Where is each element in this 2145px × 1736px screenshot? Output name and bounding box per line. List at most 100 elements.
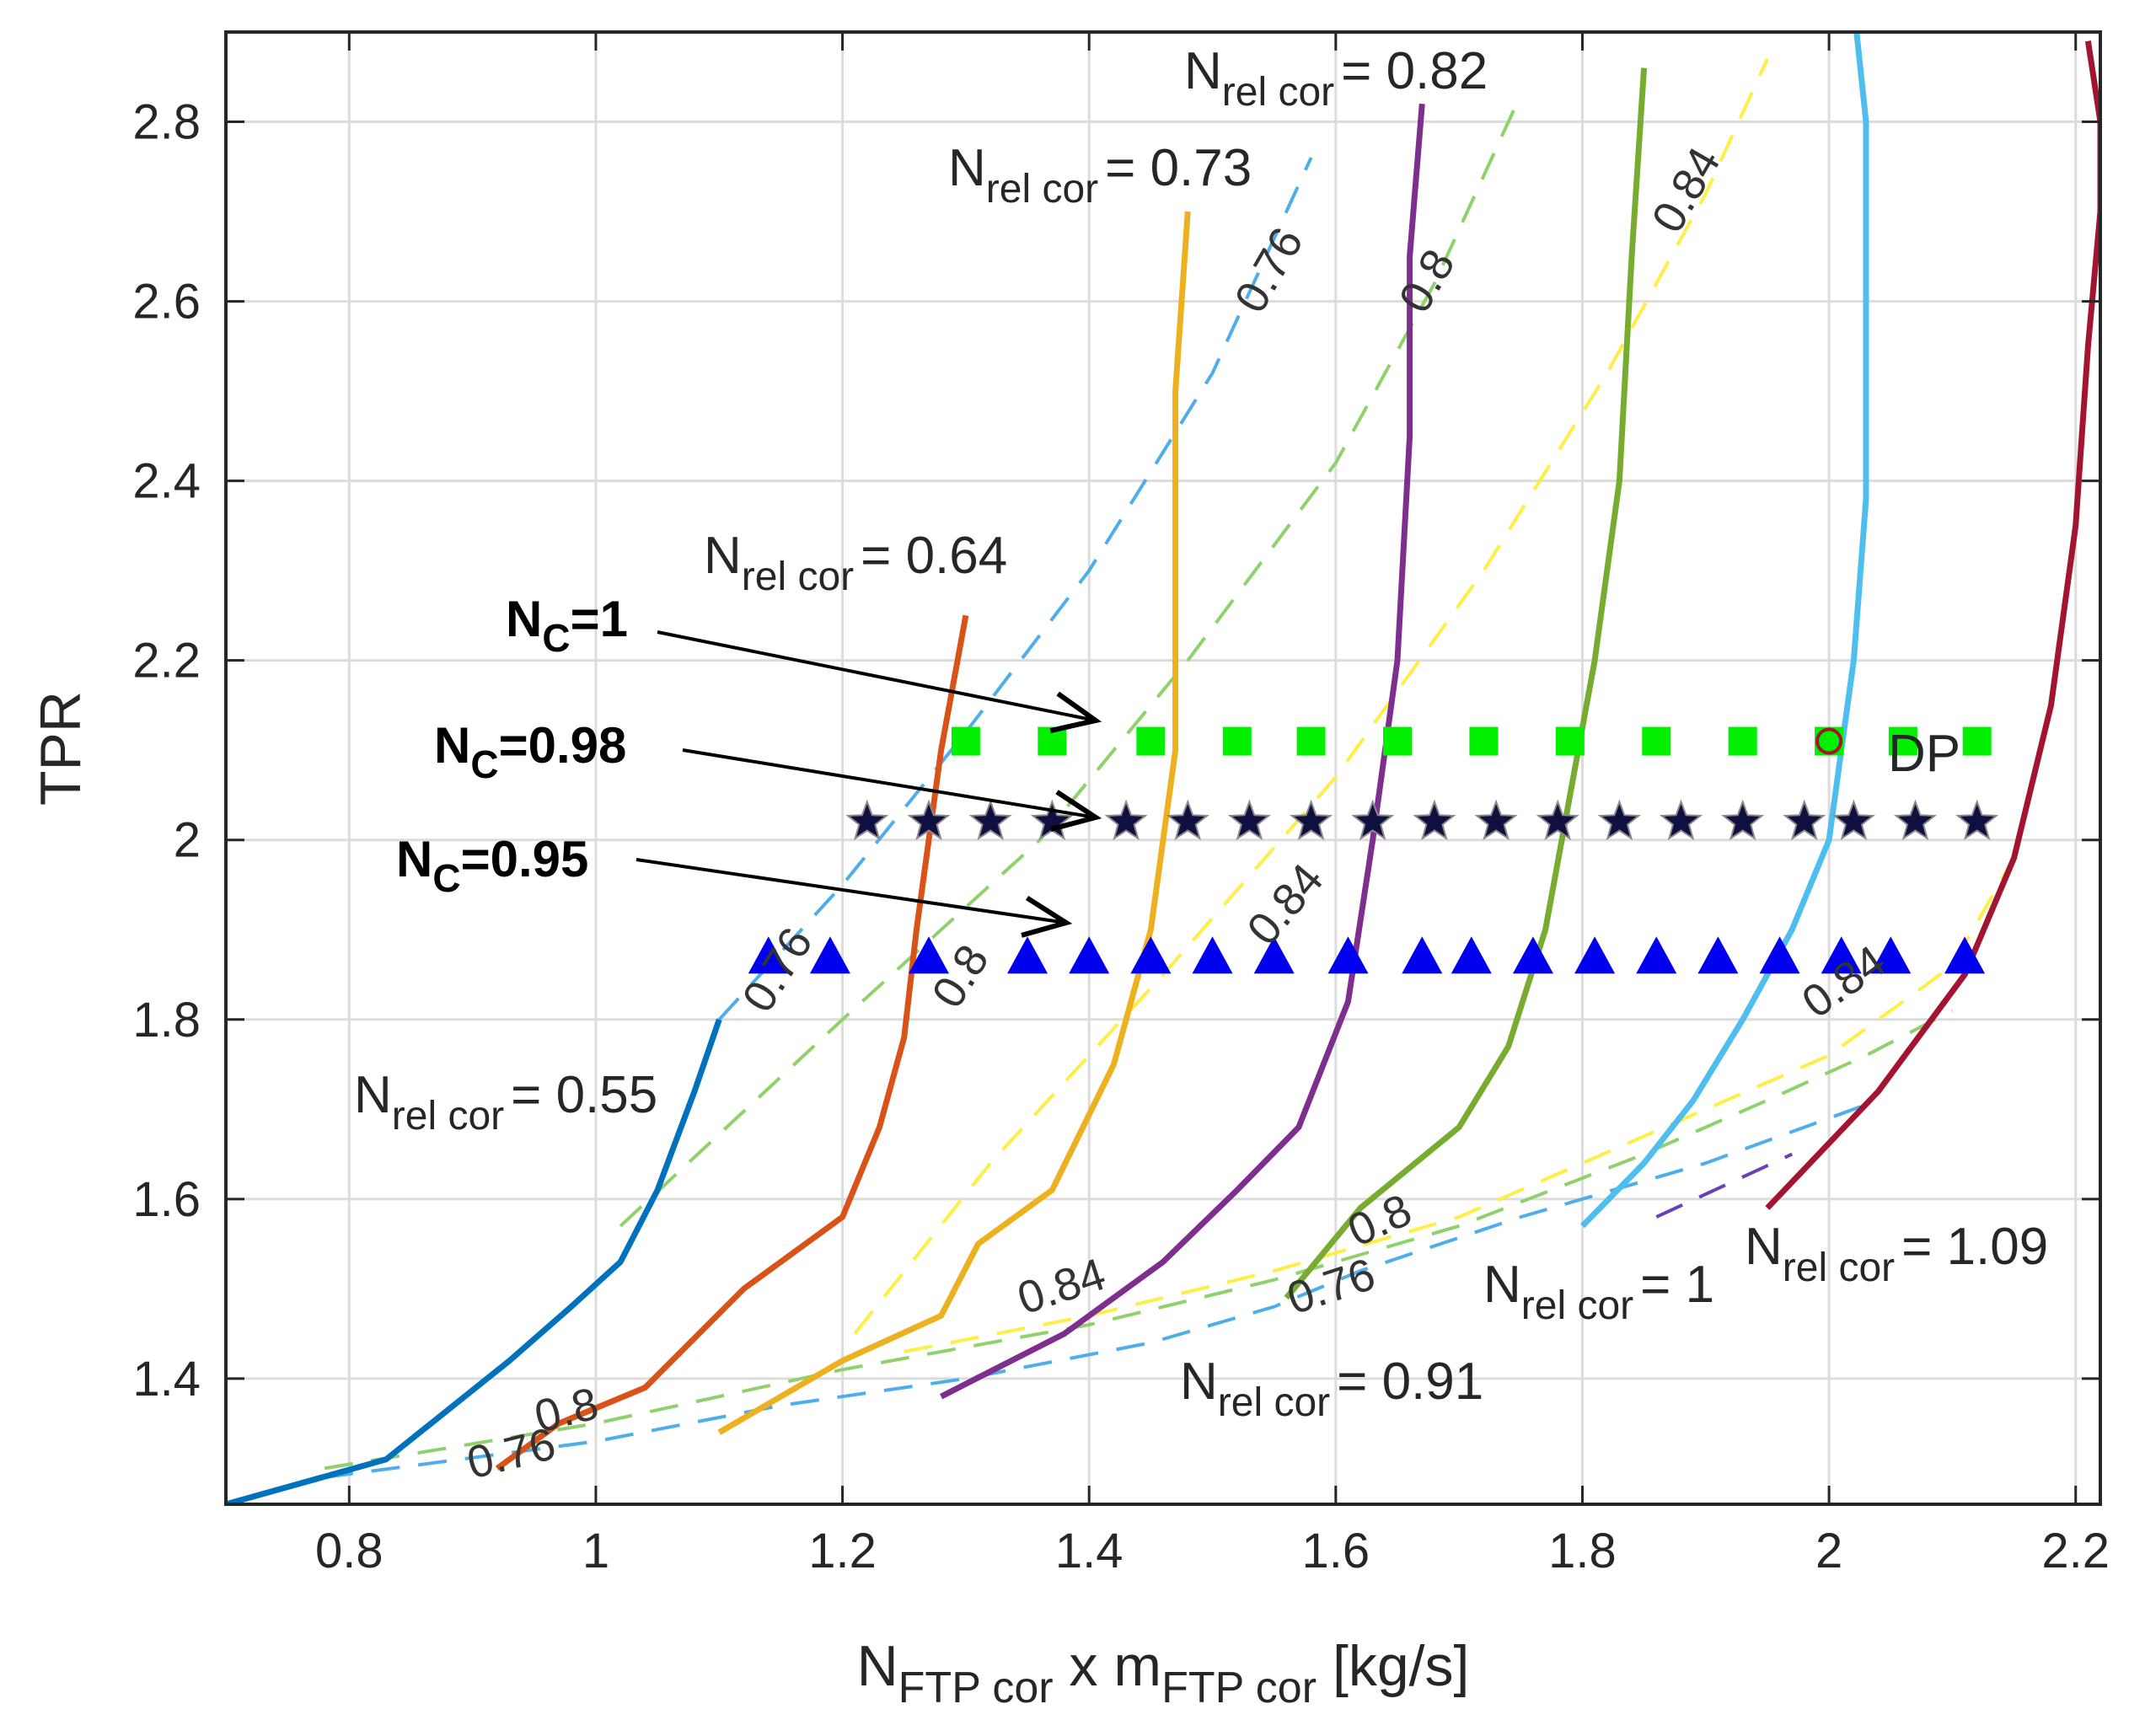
op-marker-star	[1351, 799, 1395, 841]
speed-label-1.09: Nrel cor = 1.09	[1745, 1218, 2048, 1290]
op-marker-star	[845, 799, 889, 841]
y-tick-label: 1.4	[132, 1352, 201, 1406]
efficiency-contour	[904, 857, 2016, 1353]
speed-label-0.64: Nrel cor = 0.64	[704, 527, 1007, 599]
speed-label-0.73: Nrel cor = 0.73	[948, 139, 1252, 212]
y-tick-label: 2.8	[132, 95, 201, 150]
efficiency-contour	[717, 157, 1313, 1021]
op-marker-triangle	[1512, 936, 1553, 974]
op-marker-star	[1893, 799, 1938, 841]
efficiency-contour	[324, 1098, 1880, 1479]
op-marker-square	[1728, 726, 1757, 756]
x-tick-label: 2.2	[2041, 1524, 2110, 1578]
contour-label: 0.76	[1225, 219, 1313, 321]
op-marker-star	[1290, 799, 1333, 841]
efficiency-contour	[853, 58, 1769, 1335]
efficiency-contour	[324, 1009, 1954, 1471]
op-marker-star	[968, 799, 1012, 841]
speed-line	[1765, 40, 2100, 1210]
y-tick-label: 1.8	[132, 993, 201, 1047]
op-marker-star	[1413, 799, 1456, 841]
contour-label: 0.76	[732, 919, 823, 1021]
grid-lines	[226, 32, 2100, 1504]
x-tick-label: 1.2	[808, 1524, 877, 1578]
speed-line	[1284, 67, 1648, 1300]
design-point-marker	[1815, 727, 1843, 755]
op-marker-triangle	[1451, 936, 1492, 974]
operating-line-markers	[748, 726, 1999, 974]
op-marker-triangle	[1574, 936, 1616, 974]
op-marker-triangle	[809, 936, 850, 974]
op-marker-triangle	[1007, 936, 1048, 974]
x-tick-label: 2	[1815, 1524, 1842, 1578]
contour-label: 0.76	[1281, 1249, 1381, 1325]
op-marker-star	[1104, 799, 1148, 841]
op-marker-star	[1721, 799, 1765, 841]
y-tick-label: 2.4	[132, 454, 201, 509]
op-marker-square	[1136, 726, 1166, 756]
op-marker-square	[1642, 726, 1671, 756]
op-marker-square	[1222, 726, 1252, 756]
op-marker-triangle	[1944, 936, 1986, 974]
annotation-arrow-head	[1021, 895, 1073, 938]
operating-line-arrows	[635, 630, 1102, 938]
op-marker-star	[1166, 799, 1209, 841]
op-marker-square	[1296, 726, 1326, 756]
x-tick-label: 1.6	[1302, 1524, 1370, 1578]
speed-line	[717, 211, 1191, 1435]
x-tick-label: 1.4	[1055, 1524, 1123, 1578]
op-marker-square	[1383, 726, 1412, 756]
op-marker-triangle	[1253, 936, 1295, 974]
y-tick-label: 1.6	[132, 1172, 201, 1227]
annotation-arrow-shaft	[635, 858, 1067, 924]
annotation-arrow-head	[1049, 691, 1102, 733]
x-axis-label: NFTP cor x mFTP cor [kg/s]	[857, 1634, 1470, 1712]
op-marker-star	[1474, 799, 1518, 841]
op-label-nc098: NC=0.98	[434, 717, 626, 786]
contour-label: 0.84	[1237, 855, 1333, 955]
op-marker-star	[1831, 799, 1875, 841]
op-marker-triangle	[1821, 936, 1862, 974]
op-marker-triangle	[748, 936, 789, 974]
annotation-arrow-shaft	[657, 630, 1097, 722]
speed-lines	[226, 32, 2100, 1504]
op-marker-triangle	[1327, 936, 1369, 974]
op-marker-square	[1555, 726, 1585, 756]
op-marker-square	[951, 726, 980, 756]
contour-label: 0.8	[529, 1378, 603, 1442]
design-point-label: DP	[1888, 725, 1960, 783]
op-marker-square	[1815, 726, 1844, 756]
x-tick-label: 0.8	[315, 1524, 383, 1578]
op-marker-triangle	[1636, 936, 1677, 974]
contour-label: 0.8	[1340, 1185, 1418, 1256]
op-marker-triangle	[1402, 936, 1443, 974]
contour-label: 0.84	[1642, 139, 1730, 241]
op-marker-star	[1955, 799, 1999, 841]
op-marker-square	[1469, 726, 1499, 756]
op-marker-triangle	[1759, 936, 1800, 974]
op-marker-triangle	[1870, 936, 1912, 974]
op-label-nc1: NC=1	[506, 591, 628, 660]
op-marker-star	[1597, 799, 1641, 841]
op-marker-star	[907, 799, 951, 841]
speed-label-0.82: Nrel cor = 0.82	[1184, 42, 1488, 115]
x-tick-label: 1	[582, 1524, 609, 1578]
op-marker-star	[1227, 799, 1271, 841]
speed-line	[1580, 32, 1869, 1229]
op-marker-triangle	[1130, 936, 1172, 974]
speed-label-1: Nrel cor = 1	[1483, 1256, 1714, 1328]
contour-label: 0.8	[1389, 241, 1465, 321]
op-label-nc095: NC=0.95	[396, 831, 588, 900]
x-tick-label: 1.8	[1548, 1524, 1617, 1578]
speed-line	[226, 1018, 722, 1504]
y-axis-label: TPR	[29, 691, 93, 806]
op-marker-triangle	[1192, 936, 1233, 974]
y-tick-label: 2.2	[132, 634, 201, 689]
op-marker-square	[1962, 726, 1992, 756]
op-marker-square	[1888, 726, 1917, 756]
annotation-arrow-head	[1050, 790, 1102, 832]
op-marker-star	[1783, 799, 1826, 841]
efficiency-contour	[619, 94, 1523, 1228]
efficiency-contours	[324, 58, 2016, 1479]
